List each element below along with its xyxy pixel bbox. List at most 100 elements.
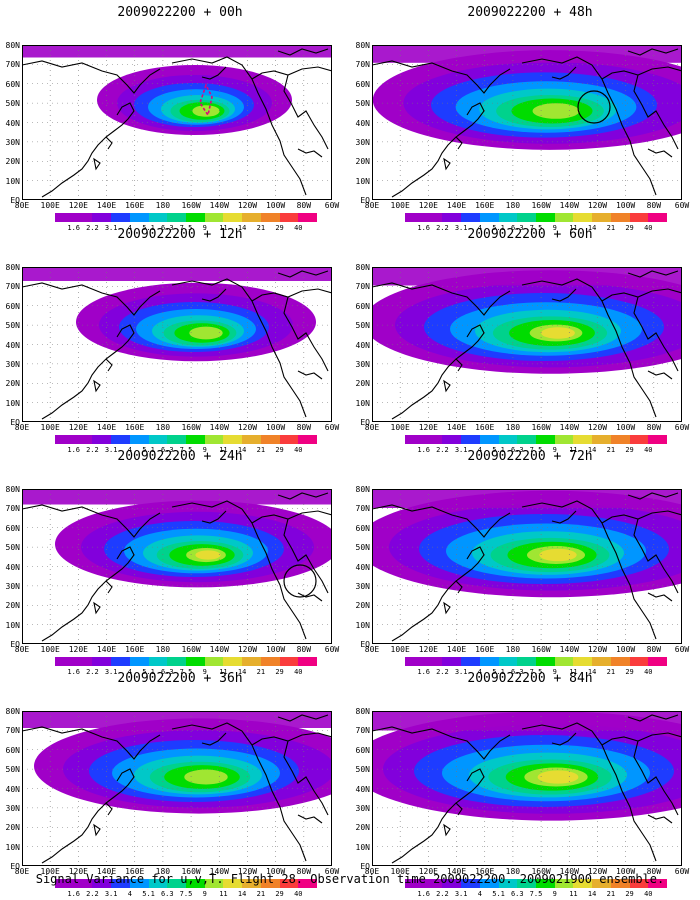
polar-variance-band [372,267,682,286]
latitude-label: 70N [5,726,20,736]
colorbar [55,657,318,666]
longitude-label: 80W [296,423,312,432]
colorbar-level-label: 9 [552,446,557,454]
colorbar-level-label: 4 [127,890,132,898]
longitude-label: 180 [155,867,171,876]
coastline [521,278,657,418]
panel-title: 2009022200 + 00h [117,5,243,20]
coastline [551,732,577,746]
colorbar-swatch [260,657,280,666]
colorbar-swatch [298,213,318,222]
colorbar-swatch [610,879,630,888]
colorbar-swatch [111,657,130,666]
colorbar-swatch [279,879,299,888]
colorbar-level-label: 21 [256,890,266,898]
longitude-label: 60W [324,201,340,210]
coastline [443,157,451,171]
latitude-label: 60N [355,79,370,89]
colorbar-swatch [554,435,574,444]
colorbar-swatch [442,879,462,888]
colorbar-level-label: 2.2 [86,890,99,898]
latitude-label: 40N [355,118,370,128]
longitude-label: 100E [40,645,60,654]
coastline [647,814,673,824]
colorbar-swatch [129,435,149,444]
colorbar-level-label: 7.5 [529,890,543,898]
longitude-label: 140E [96,867,117,876]
longitude-label: 140E [96,645,117,654]
coastline [41,102,135,198]
colorbar-swatch [592,657,611,666]
coastline [171,500,307,640]
colorbar-swatch [111,435,130,444]
colorbar-swatch [554,879,574,888]
map-panel: 2009022200 + 24h 80N 70N 60N 50N 40N 30N 20N 10N… [0,449,340,676]
colorbar-level-label: 11 [569,890,578,898]
longitude-label: 100E [390,423,410,432]
colorbar-swatch [573,435,593,444]
colorbar-swatch [479,657,499,666]
longitude-label: 100W [615,867,636,876]
longitude-label: 100E [40,423,60,432]
colorbar-level-label: 6.3 [510,890,524,898]
latitude-label: 50N [355,765,370,775]
colorbar-swatch [148,435,168,444]
colorbar-level-label: 11 [219,446,228,454]
longitude-label: 160W [531,867,551,876]
colorbar-swatch [629,657,649,666]
coastline [171,722,307,862]
coastline [551,510,577,524]
coastline [521,722,657,862]
colorbar-level-label: 3.1 [454,668,468,676]
latitude-label: 50N [355,99,370,109]
colorbar [55,435,318,444]
colorbar-swatch [498,657,518,666]
polar-variance-band [372,711,682,731]
longitude-label: 180 [505,201,521,210]
colorbar-level-label: 7.5 [529,224,543,232]
colorbar-swatch [279,435,299,444]
colorbar-level-label: 11 [569,668,578,676]
map-border [372,489,682,644]
colorbar-swatch [461,657,480,666]
longitude-label: 180 [155,645,171,654]
colorbar-swatch [167,213,187,222]
colorbar-swatch [92,879,112,888]
latitude-label: 60N [355,301,370,311]
colorbar-level-label: 9 [552,224,557,232]
longitude-label: 140W [209,867,229,876]
longitude-label: 120E [418,423,438,432]
longitude-label: 120W [587,423,608,432]
longitude-label: 60W [674,201,690,210]
latitude-label: 20N [5,601,20,611]
flight-track [199,82,213,118]
panel-title: 2009022200 + 36h [117,671,243,686]
colorbar-swatch [423,879,443,888]
latitude-label: 60N [5,79,20,89]
colorbar [55,213,318,222]
longitude-label: 160E [475,867,495,876]
longitude-label: 80W [646,645,662,654]
longitude-label: 60W [674,867,690,876]
colorbar-level-label: 29 [625,224,634,232]
colorbar-level-label: 6.3 [160,890,174,898]
colorbar-swatch [573,213,593,222]
coastline [633,296,679,372]
colorbar-swatch [573,657,593,666]
colorbar-level-label: 14 [237,446,247,454]
coastline [105,136,113,150]
colorbar-level-label: 1.6 [67,224,81,232]
coastline [283,74,329,150]
colorbar-swatch [223,657,243,666]
colorbar-swatch [610,435,630,444]
colorbar-level-label: 29 [275,668,284,676]
latitude-label: 40N [5,784,20,794]
coastline [297,148,323,158]
colorbar-level-label: 1.6 [417,668,431,676]
map-panel: 2009022200 + 12h 80N 70N 60N 50N 40N 30N 20N 10N… [0,227,340,454]
colorbar-swatch [204,657,224,666]
colorbar-level-label: 14 [587,890,597,898]
latitude-label: 10N [355,398,370,408]
panel-title: 2009022200 + 84h [467,671,593,686]
longitude-label: 120W [587,645,608,654]
